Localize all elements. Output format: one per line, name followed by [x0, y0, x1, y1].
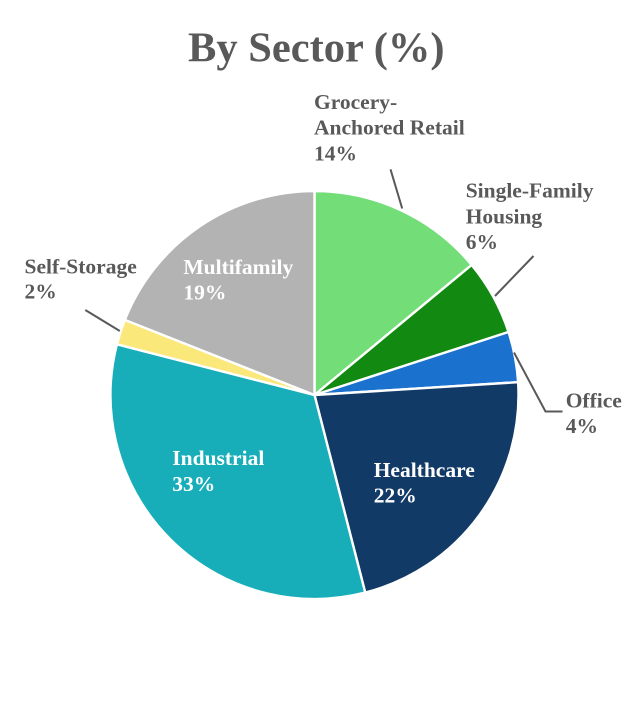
svg-text:Housing: Housing	[466, 204, 543, 228]
svg-text:22%: 22%	[374, 484, 417, 508]
svg-text:Industrial: Industrial	[172, 446, 264, 470]
svg-text:6%: 6%	[466, 230, 498, 254]
svg-text:Grocery-: Grocery-	[314, 90, 397, 114]
svg-text:4%: 4%	[566, 414, 598, 438]
svg-text:2%: 2%	[25, 280, 57, 304]
svg-text:33%: 33%	[172, 472, 215, 496]
svg-text:14%: 14%	[314, 141, 357, 165]
svg-text:Healthcare: Healthcare	[374, 458, 475, 482]
svg-text:19%: 19%	[183, 281, 226, 305]
svg-text:Anchored Retail: Anchored Retail	[314, 116, 465, 140]
svg-text:Self-Storage: Self-Storage	[25, 255, 137, 279]
svg-text:Single-Family: Single-Family	[466, 179, 594, 203]
svg-text:By Sector (%): By Sector (%)	[188, 24, 445, 71]
svg-text:Multifamily: Multifamily	[183, 255, 293, 279]
svg-text:Office: Office	[566, 388, 622, 412]
